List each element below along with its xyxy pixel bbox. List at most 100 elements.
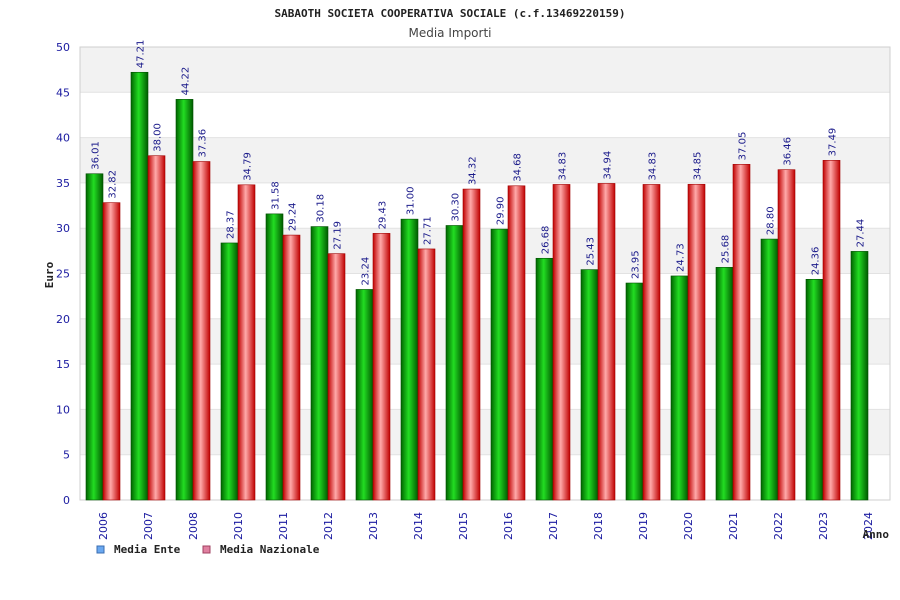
x-tick-label: 2024 — [862, 512, 875, 540]
bar-media-nazionale-2012 — [327, 253, 346, 501]
grid-band — [80, 273, 890, 319]
bar-media-ente-2012 — [310, 226, 329, 501]
bar-media-ente-2008 — [175, 99, 194, 501]
data-label: 36.46 — [783, 137, 794, 166]
data-label: 29.90 — [496, 196, 507, 225]
data-label: 29.43 — [378, 201, 389, 230]
data-label: 34.85 — [693, 152, 704, 181]
y-tick-label: 20 — [56, 313, 70, 326]
bar-media-ente-2016 — [490, 228, 509, 501]
bar-media-nazionale-2021 — [732, 164, 751, 501]
bar-media-nazionale-2011 — [282, 234, 301, 501]
bar-media-nazionale-2006 — [102, 202, 121, 501]
data-label: 27.71 — [423, 216, 434, 245]
bar-media-nazionale-2015 — [462, 188, 481, 501]
x-tick-label: 2011 — [277, 512, 290, 540]
grid-band — [80, 409, 890, 455]
y-tick-label: 5 — [63, 449, 70, 462]
legend-swatch-media-ente — [96, 545, 105, 554]
x-tick-label: 2022 — [772, 512, 785, 540]
data-label: 27.44 — [856, 219, 867, 248]
data-label: 26.68 — [541, 226, 552, 255]
bar-media-ente-2023 — [805, 278, 824, 501]
data-label: 37.36 — [198, 129, 209, 158]
grid-band — [80, 228, 890, 274]
y-tick-label: 30 — [56, 222, 70, 235]
bar-media-nazionale-2019 — [642, 184, 661, 501]
legend-label-media-ente: Media Ente — [114, 543, 181, 556]
bars — [85, 71, 869, 501]
data-label: 37.05 — [738, 132, 749, 161]
bar-media-nazionale-2020 — [687, 183, 706, 501]
bar-media-ente-2019 — [625, 282, 644, 501]
bar-media-ente-2020 — [670, 275, 689, 501]
grid-band — [80, 318, 890, 365]
bar-media-ente-2018 — [580, 269, 599, 501]
bar-media-nazionale-2017 — [552, 184, 571, 501]
bar-media-ente-2021 — [715, 267, 734, 501]
data-label: 34.83 — [558, 152, 569, 181]
data-label: 34.94 — [603, 151, 614, 180]
legend-swatch-media-nazionale — [202, 545, 211, 554]
x-tick-label: 2008 — [187, 512, 200, 540]
data-label: 31.00 — [406, 186, 417, 215]
plot-background — [79, 46, 891, 501]
data-label: 28.80 — [766, 206, 777, 235]
data-label: 23.95 — [631, 250, 642, 279]
data-label: 47.21 — [136, 40, 147, 69]
data-label: 38.00 — [153, 123, 164, 152]
plot-border — [79, 46, 891, 501]
bar-media-nazionale-2023 — [822, 160, 841, 501]
bar-media-nazionale-2016 — [507, 185, 526, 501]
legend: Media Ente Media Nazionale — [96, 543, 320, 556]
x-tick-label: 2006 — [97, 512, 110, 540]
bar-media-ente-2013 — [355, 289, 374, 501]
data-label: 24.36 — [811, 247, 822, 276]
x-tick-label: 2023 — [817, 512, 830, 540]
x-tick-label: 2015 — [457, 512, 470, 540]
x-tick-label: 2016 — [502, 512, 515, 540]
x-tick-label: 2021 — [727, 512, 740, 540]
bar-media-nazionale-2013 — [372, 233, 391, 501]
x-tick-label: 2010 — [232, 512, 245, 540]
y-axis-ticks: 0 5 10 15 20 25 30 35 40 45 50 — [56, 41, 70, 507]
grid-band — [80, 92, 890, 138]
bar-media-nazionale-2022 — [777, 169, 796, 501]
data-label: 32.82 — [108, 170, 119, 199]
data-labels: 36.01 32.82 47.21 38.00 44.22 37.36 28.37 34.79… — [91, 40, 867, 286]
x-tick-label: 2018 — [592, 512, 605, 540]
bar-media-nazionale-2008 — [192, 161, 211, 501]
data-label: 27.19 — [333, 221, 344, 250]
data-label: 34.79 — [243, 152, 254, 181]
bar-media-ente-2014 — [400, 218, 419, 501]
bar-media-nazionale-2010 — [237, 184, 256, 501]
y-tick-label: 0 — [63, 494, 70, 507]
data-label: 34.68 — [513, 153, 524, 182]
bar-media-ente-2011 — [265, 213, 284, 501]
data-label: 30.30 — [451, 193, 462, 222]
data-label: 31.58 — [271, 181, 282, 210]
chart-title: SABAOTH SOCIETA COOPERATIVA SOCIALE (c.f… — [275, 7, 626, 20]
x-tick-label: 2020 — [682, 512, 695, 540]
data-label: 37.49 — [828, 128, 839, 157]
chart-subtitle: Media Importi — [408, 26, 491, 40]
bar-media-ente-2017 — [535, 257, 554, 501]
data-label: 23.24 — [361, 257, 372, 286]
data-label: 25.43 — [586, 237, 597, 266]
bar-media-ente-2024 — [850, 251, 869, 501]
x-axis-ticks: 2006 2007 2008 2010 2011 2012 2013 2014 2015 2016… — [97, 512, 875, 540]
y-tick-label: 15 — [56, 358, 70, 371]
bar-media-ente-2022 — [760, 238, 779, 501]
bar-media-nazionale-2018 — [597, 183, 616, 501]
x-tick-label: 2013 — [367, 512, 380, 540]
legend-label-media-nazionale: Media Nazionale — [220, 543, 320, 556]
grid-band — [80, 454, 890, 500]
bar-media-nazionale-2007 — [147, 155, 166, 501]
grid-band — [80, 137, 890, 183]
x-tick-label: 2019 — [637, 512, 650, 540]
x-tick-label: 2007 — [142, 512, 155, 540]
data-label: 25.68 — [721, 235, 732, 264]
y-axis-title: Euro — [43, 261, 56, 288]
data-label: 34.83 — [648, 152, 659, 181]
